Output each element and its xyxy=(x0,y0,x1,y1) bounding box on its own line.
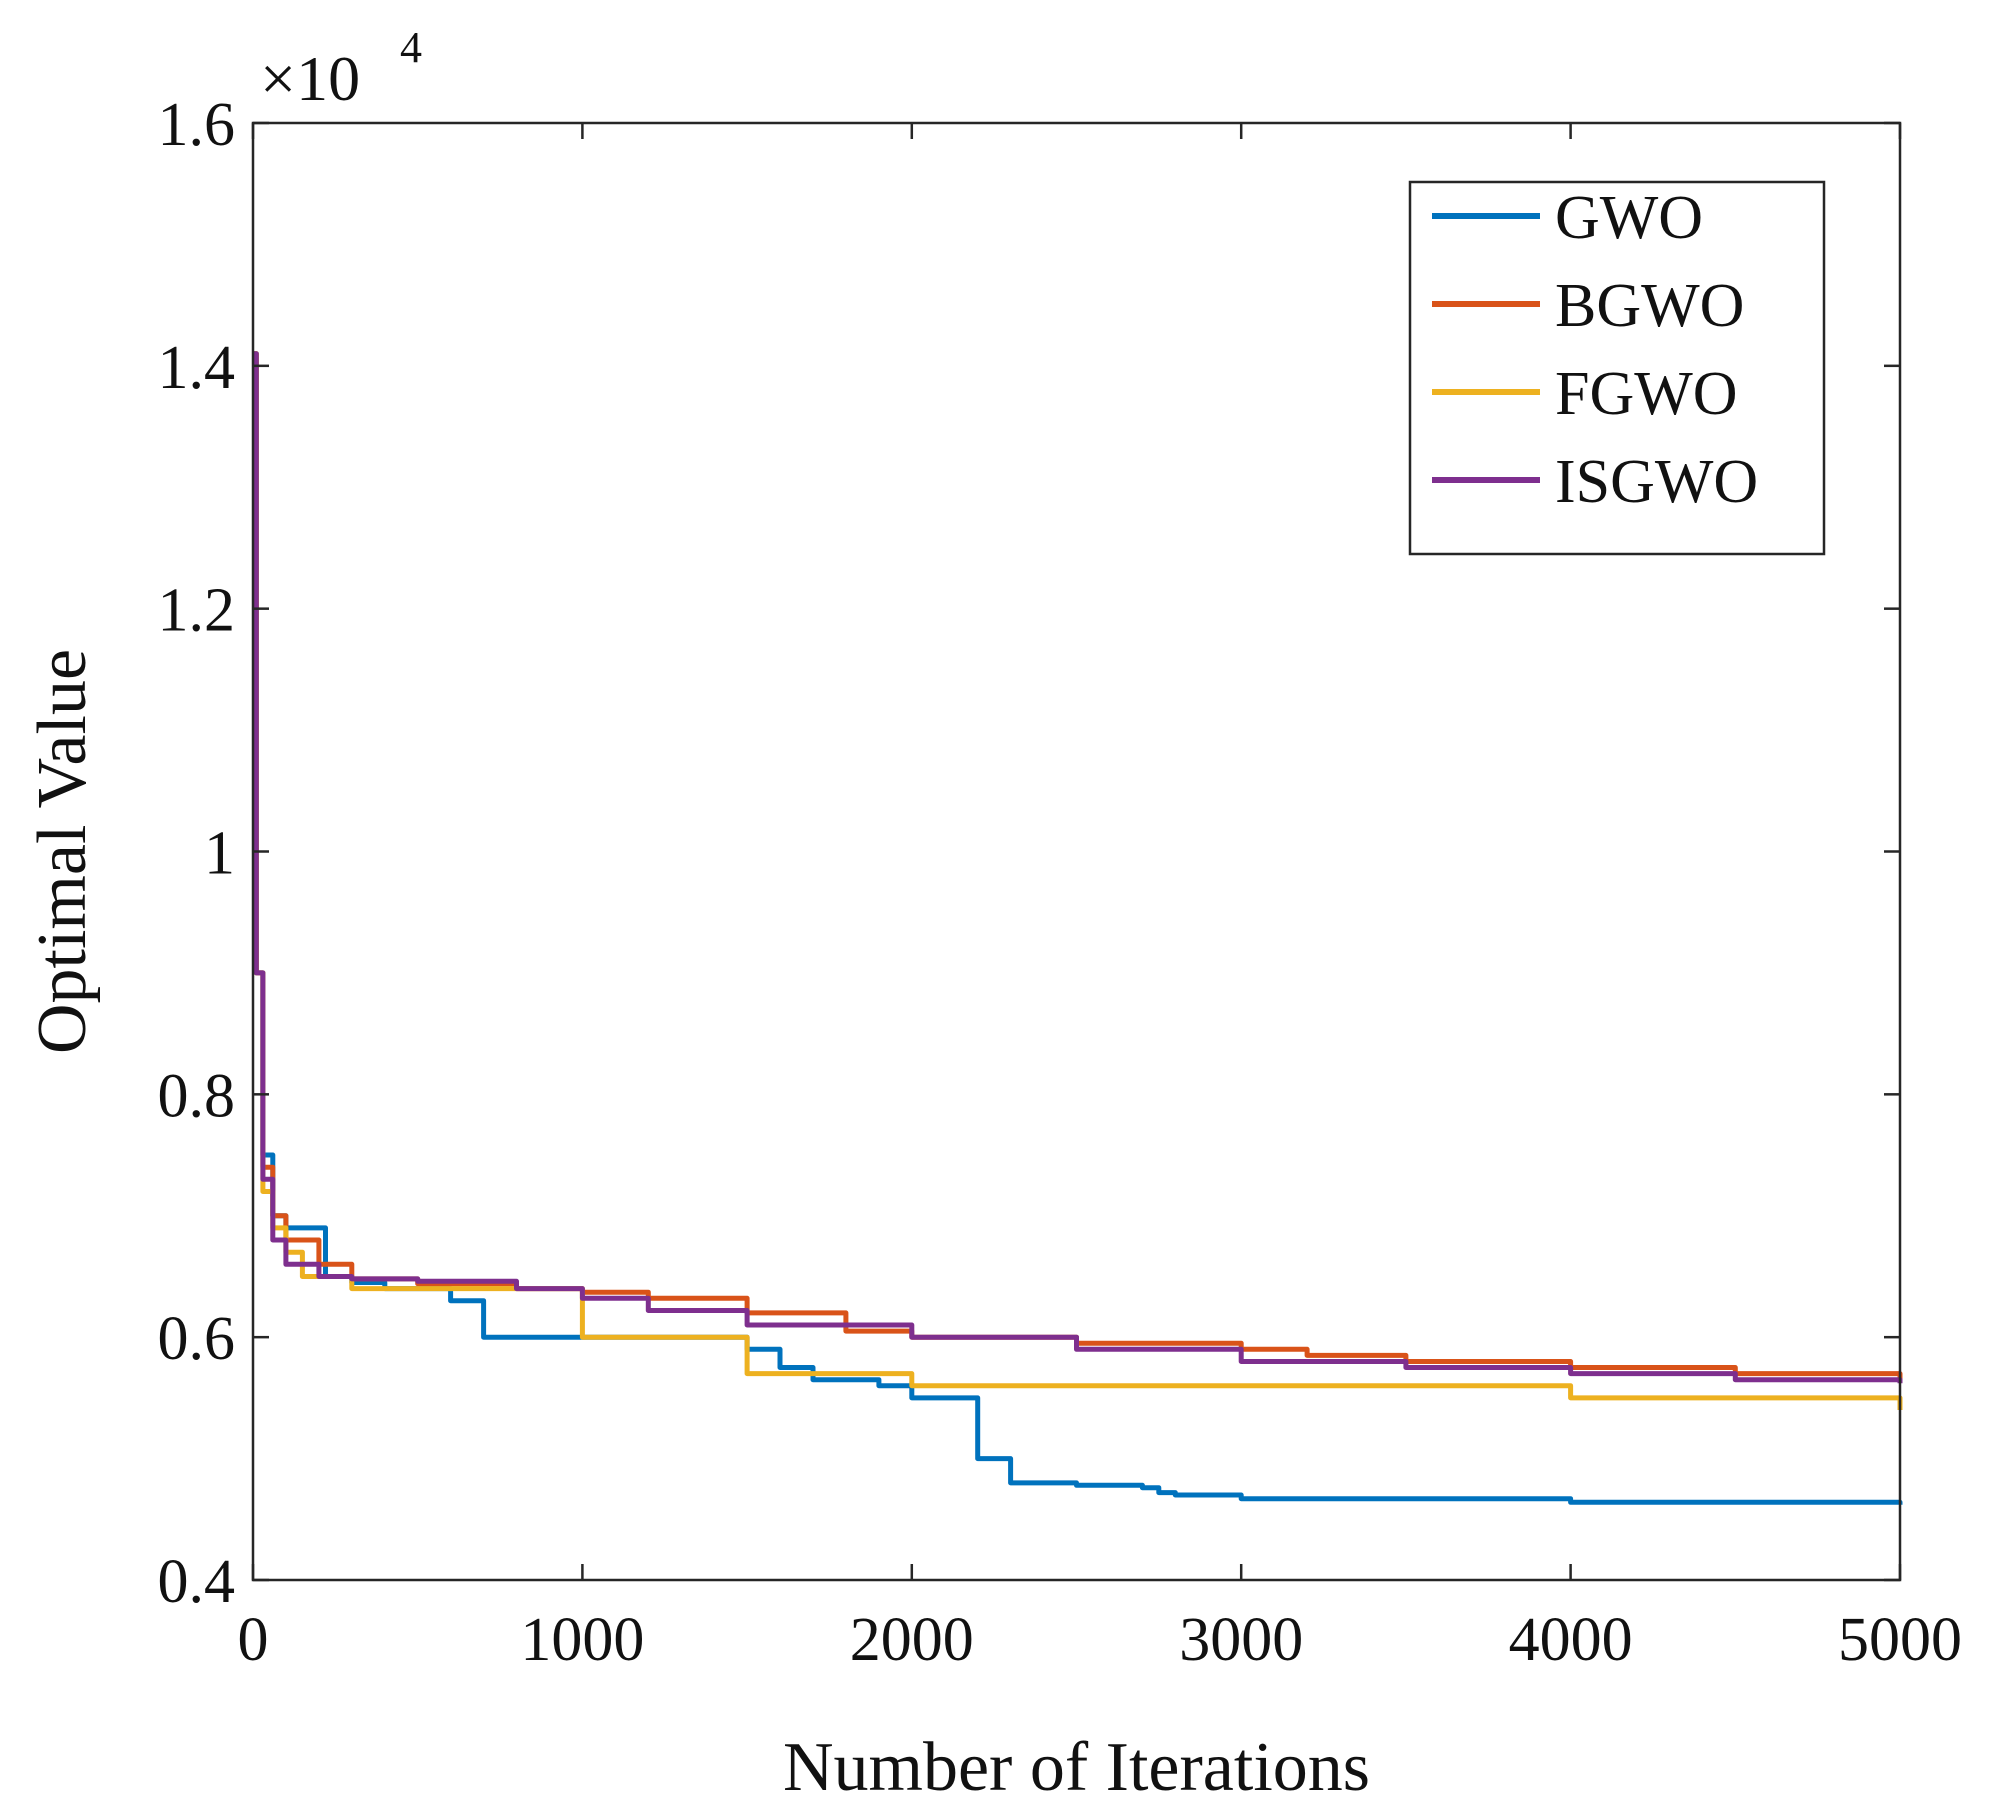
legend-label-bgwo: BGWO xyxy=(1555,272,1744,340)
x-tick-label: 1000 xyxy=(520,1606,644,1674)
legend: GWO BGWO FGWO ISGWO xyxy=(1408,180,1826,556)
x-tick-label: 2000 xyxy=(850,1606,974,1674)
x-tick-label: 5000 xyxy=(1838,1606,1962,1674)
series-line-isgwo xyxy=(253,351,1903,1384)
y-axis-scale-factor: ×10 xyxy=(260,43,360,114)
y-tick-label: 0.4 xyxy=(158,1548,236,1616)
series-layer xyxy=(253,351,1903,1505)
y-tick-label: 0.6 xyxy=(158,1305,236,1373)
y-tick-label: 1.6 xyxy=(158,91,236,159)
x-tick-label: 4000 xyxy=(1509,1606,1633,1674)
x-tick-label: 0 xyxy=(238,1606,269,1674)
legend-label-isgwo: ISGWO xyxy=(1555,448,1758,516)
legend-label-fgwo: FGWO xyxy=(1555,360,1738,428)
legend-box xyxy=(1408,180,1826,556)
y-tick-label: 1.4 xyxy=(158,334,236,402)
y-tick-label: 0.8 xyxy=(158,1062,236,1130)
x-axis-title: Number of Iterations xyxy=(783,1729,1370,1806)
y-axis-scale-exponent: 4 xyxy=(400,23,422,72)
y-tick-label: 1 xyxy=(204,820,235,888)
tick-layer: 0 1000 2000 3000 4000 5000 0.4 0.6 0.8 1 1.2 1.4 1.6 xyxy=(158,91,1963,1674)
legend-label-gwo: GWO xyxy=(1555,184,1703,252)
y-axis-title: Optimal Value xyxy=(24,649,101,1054)
y-tick-label: 1.2 xyxy=(158,577,236,645)
x-tick-label: 3000 xyxy=(1179,1606,1303,1674)
